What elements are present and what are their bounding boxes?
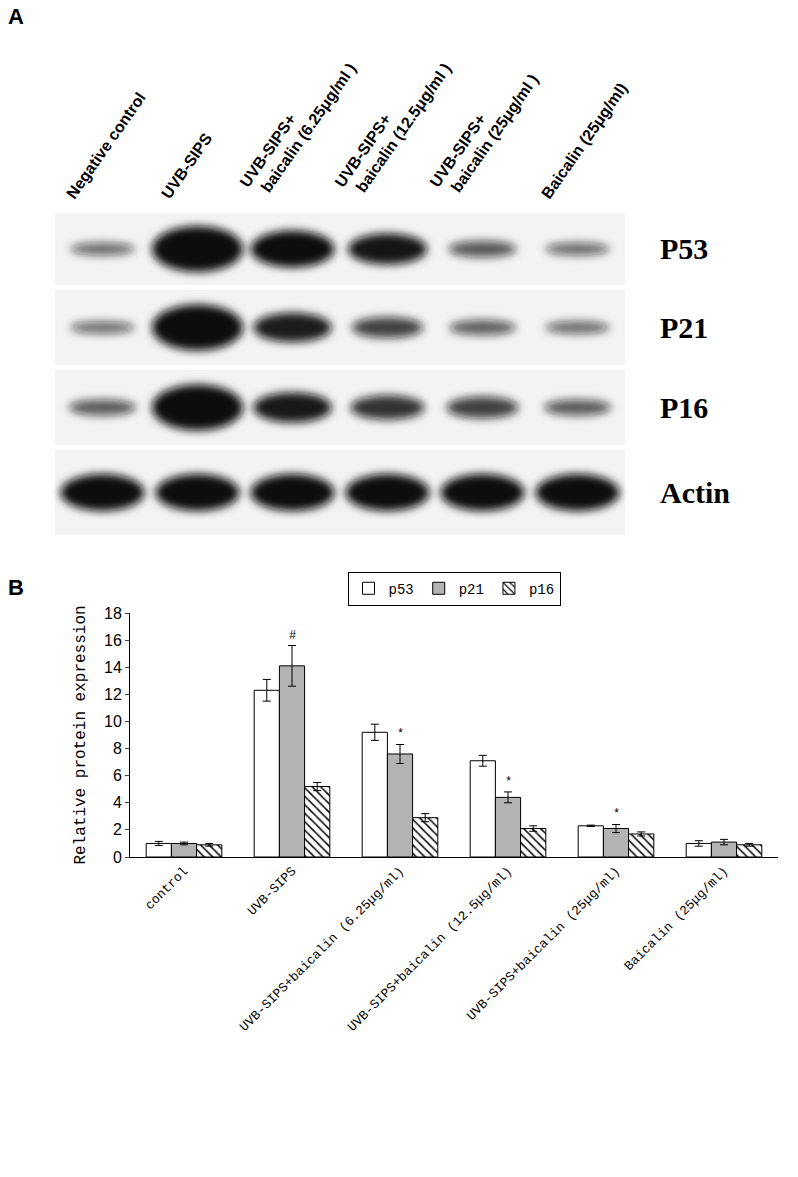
svg-text:10: 10 — [104, 713, 122, 730]
svg-text:UVB-SIPS+baicalin (25μg/ml ): UVB-SIPS+baicalin (25μg/ml ) — [427, 60, 542, 202]
html-text:UVB-SIPS+: UVB-SIPS+ — [236, 110, 300, 191]
html-text:baicalin (12.5μg/ml ): baicalin (12.5μg/ml ) — [352, 60, 455, 196]
html-text:B: B — [8, 575, 24, 600]
svg-text:UVB-SIPS: UVB-SIPS — [158, 130, 215, 202]
svg-text:p16: p16 — [529, 582, 554, 598]
svg-text:Negative control: Negative control — [63, 89, 149, 201]
svg-text:P16: P16 — [660, 391, 708, 424]
svg-text:P53: P53 — [660, 232, 708, 265]
svg-text:P21: P21 — [660, 311, 708, 344]
svg-text:Relative protein expression: Relative protein expression — [72, 605, 90, 864]
svg-text:14: 14 — [104, 659, 122, 676]
svg-text:16: 16 — [104, 632, 122, 649]
svg-text:UVB-SIPS+baicalin (6.25μg/ml): UVB-SIPS+baicalin (6.25μg/ml) — [237, 864, 408, 1035]
svg-text:2: 2 — [113, 821, 122, 838]
svg-text:12: 12 — [104, 686, 122, 703]
svg-text:A: A — [8, 4, 24, 29]
svg-text:#: # — [289, 629, 296, 643]
svg-text:p21: p21 — [459, 582, 484, 598]
svg-text:18: 18 — [104, 605, 122, 622]
html-text:baicalin (6.25μg/ml ): baicalin (6.25μg/ml ) — [257, 60, 360, 196]
svg-text:0: 0 — [113, 849, 122, 866]
svg-text:Baicalin (25μg/ml): Baicalin (25μg/ml) — [622, 864, 732, 974]
svg-text:8: 8 — [113, 740, 122, 757]
svg-text:Actin: Actin — [660, 476, 730, 509]
svg-text:*: * — [505, 775, 512, 789]
html-text:UVB-SIPS+: UVB-SIPS+ — [331, 110, 395, 191]
svg-text:Baicalin (25μg/ml): Baicalin (25μg/ml) — [538, 80, 630, 202]
svg-text:6: 6 — [113, 767, 122, 784]
svg-text:UVB-SIPS: UVB-SIPS — [245, 864, 300, 919]
svg-text:p53: p53 — [389, 582, 414, 598]
svg-text:4: 4 — [113, 794, 122, 811]
svg-text:UVB-SIPS+baicalin (12.5μg/ml): UVB-SIPS+baicalin (12.5μg/ml) — [345, 864, 516, 1035]
svg-text:*: * — [397, 727, 404, 741]
svg-text:control: control — [142, 864, 191, 913]
svg-text:*: * — [613, 807, 620, 821]
svg-text:UVB-SIPS+baicalin (25μg/ml): UVB-SIPS+baicalin (25μg/ml) — [464, 864, 624, 1024]
